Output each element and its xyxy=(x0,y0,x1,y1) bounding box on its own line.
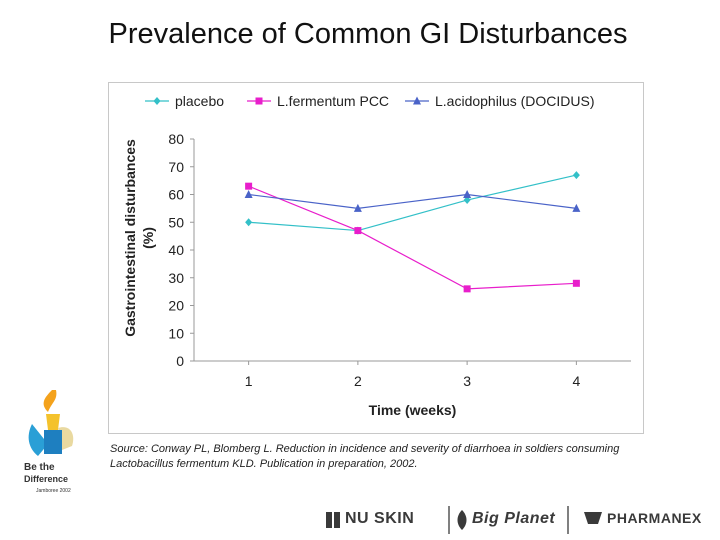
torch-logo: Be the Difference Jamboree 2002 xyxy=(24,390,74,494)
line-chart: placebo L.fermentum PCC L.acidophilus (DOC… xyxy=(122,93,631,418)
x-tick-label: 4 xyxy=(572,373,580,389)
x-axis-label: Time (weeks) xyxy=(369,402,457,418)
logo-line2: Difference xyxy=(24,474,68,484)
footer-brands: NU SKIN Big Planet PHARMANEX xyxy=(0,498,720,540)
legend-marker xyxy=(255,97,263,105)
y-tick-label: 30 xyxy=(168,270,184,286)
y-tick-label: 70 xyxy=(168,159,184,175)
x-tick-label: 1 xyxy=(245,373,253,389)
legend-label: L.fermentum PCC xyxy=(277,93,389,109)
data-point xyxy=(354,227,362,235)
data-point xyxy=(244,190,253,198)
data-point xyxy=(245,182,253,190)
y-tick-label: 0 xyxy=(176,353,184,369)
data-point xyxy=(463,196,471,205)
series-line xyxy=(248,174,577,232)
y-tick-labels: 0 10 20 30 40 50 60 70 80 xyxy=(168,131,194,369)
series-line xyxy=(248,193,577,209)
legend-label: L.acidophilus (DOCIDUS) xyxy=(435,93,595,109)
data-point xyxy=(353,203,362,212)
logo-line1: Be the xyxy=(24,462,55,473)
x-tick-label: 2 xyxy=(354,373,362,389)
brand-bigplanet: Big Planet xyxy=(472,510,556,527)
series-line xyxy=(248,185,577,290)
chart-frame: placebo L.fermentum PCC L.acidophilus (DOC… xyxy=(108,82,644,434)
source-citation: Source: Conway PL, Blomberg L. Reduction… xyxy=(110,443,620,470)
legend-marker xyxy=(153,97,161,105)
series-layer xyxy=(244,171,581,293)
y-tick-label: 80 xyxy=(168,131,184,147)
data-point xyxy=(572,279,580,287)
chart-legend: placebo L.fermentum PCC L.acidophilus (DOC… xyxy=(145,93,595,109)
data-point xyxy=(463,285,471,293)
data-point xyxy=(572,171,580,180)
legend-label: placebo xyxy=(175,93,224,109)
slide-title: Prevalence of Common GI Disturbances xyxy=(108,18,628,50)
nuskin-logo-icon xyxy=(326,512,340,528)
x-tick-labels: 1 2 3 4 xyxy=(245,361,580,389)
series-1 xyxy=(245,182,580,293)
series-2 xyxy=(244,190,581,212)
footer-dividers xyxy=(326,506,602,534)
logo-line3: Jamboree 2002 xyxy=(36,488,71,494)
brand-nuskin: NU SKIN xyxy=(345,510,415,527)
data-point xyxy=(463,190,472,198)
legend-marker xyxy=(413,96,421,105)
y-tick-label: 50 xyxy=(168,214,184,230)
y-tick-label: 40 xyxy=(168,242,184,258)
x-tick-label: 3 xyxy=(463,373,471,389)
y-tick-label: 60 xyxy=(168,187,184,203)
data-point xyxy=(572,203,581,212)
y-tick-label: 10 xyxy=(168,325,184,341)
data-point xyxy=(245,218,253,227)
y-tick-label: 20 xyxy=(168,298,184,314)
pharmanex-logo-icon xyxy=(584,512,602,524)
y-axis-label: Gastrointestinal disturbances (%) xyxy=(122,139,156,337)
brand-pharmanex: PHARMANEX xyxy=(607,510,702,526)
bigplanet-logo-icon xyxy=(457,510,467,530)
